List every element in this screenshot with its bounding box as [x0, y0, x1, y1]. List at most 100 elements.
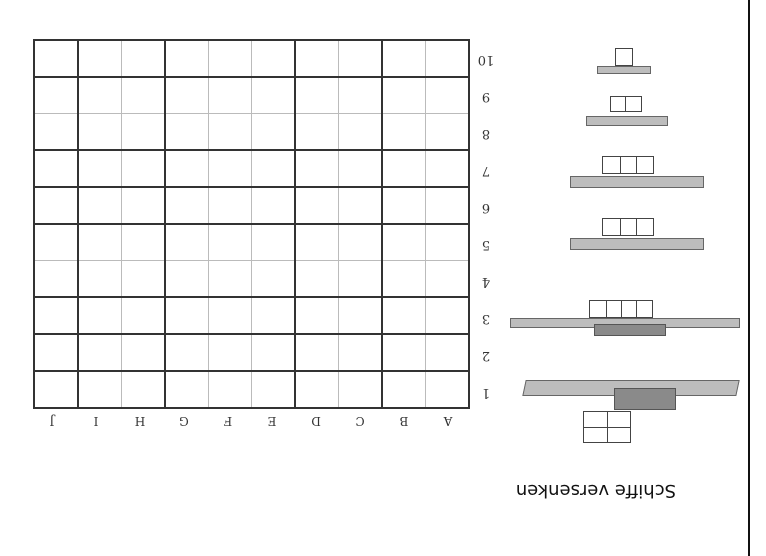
grid-cell-A4[interactable] [425, 260, 469, 297]
grid-cell-J2[interactable] [34, 334, 78, 371]
grid-cell-B3[interactable] [382, 297, 426, 334]
grid-cell-A2[interactable] [425, 334, 469, 371]
grid-cell-E7[interactable] [251, 150, 295, 187]
grid-cell-H4[interactable] [121, 260, 165, 297]
grid-cell-A10[interactable] [425, 40, 469, 77]
grid-cell-E9[interactable] [251, 77, 295, 114]
grid-cell-J7[interactable] [34, 150, 78, 187]
grid-cell-C1[interactable] [338, 371, 382, 408]
grid-cell-G1[interactable] [165, 371, 209, 408]
grid-cell-G6[interactable] [165, 187, 209, 224]
grid-cell-C3[interactable] [338, 297, 382, 334]
grid-cell-E4[interactable] [251, 260, 295, 297]
grid-cell-G8[interactable] [165, 113, 209, 150]
grid-cell-H9[interactable] [121, 77, 165, 114]
grid-cell-J9[interactable] [34, 77, 78, 114]
grid-cell-D10[interactable] [295, 40, 339, 77]
grid-cell-E1[interactable] [251, 371, 295, 408]
grid-cell-E2[interactable] [251, 334, 295, 371]
grid-cell-B6[interactable] [382, 187, 426, 224]
grid-cell-D6[interactable] [295, 187, 339, 224]
grid-cell-F3[interactable] [208, 297, 252, 334]
grid-cell-A7[interactable] [425, 150, 469, 187]
grid-cell-H5[interactable] [121, 224, 165, 261]
grid-cell-I4[interactable] [78, 260, 122, 297]
grid-cell-I5[interactable] [78, 224, 122, 261]
grid-cell-A5[interactable] [425, 224, 469, 261]
grid-cell-A1[interactable] [425, 371, 469, 408]
grid-cell-G2[interactable] [165, 334, 209, 371]
grid-cell-F6[interactable] [208, 187, 252, 224]
grid-cell-D1[interactable] [295, 371, 339, 408]
grid-cell-B4[interactable] [382, 260, 426, 297]
grid-cell-H10[interactable] [121, 40, 165, 77]
grid-cell-F9[interactable] [208, 77, 252, 114]
grid-cell-D8[interactable] [295, 113, 339, 150]
grid-cell-A3[interactable] [425, 297, 469, 334]
grid-cell-F8[interactable] [208, 113, 252, 150]
grid-cell-D9[interactable] [295, 77, 339, 114]
grid-cell-C2[interactable] [338, 334, 382, 371]
grid-cell-I2[interactable] [78, 334, 122, 371]
grid-cell-J6[interactable] [34, 187, 78, 224]
grid-cell-F1[interactable] [208, 371, 252, 408]
grid-cell-D5[interactable] [295, 224, 339, 261]
grid-cell-F7[interactable] [208, 150, 252, 187]
grid-cell-B2[interactable] [382, 334, 426, 371]
grid-cell-E8[interactable] [251, 113, 295, 150]
grid-cell-A9[interactable] [425, 77, 469, 114]
grid-cell-C10[interactable] [338, 40, 382, 77]
grid-cell-B9[interactable] [382, 77, 426, 114]
grid-cell-C6[interactable] [338, 187, 382, 224]
grid-cell-J8[interactable] [34, 113, 78, 150]
grid-cell-J3[interactable] [34, 297, 78, 334]
grid-cell-J1[interactable] [34, 371, 78, 408]
grid-cell-D7[interactable] [295, 150, 339, 187]
grid-cell-I7[interactable] [78, 150, 122, 187]
grid-cell-A8[interactable] [425, 113, 469, 150]
grid-cell-I8[interactable] [78, 113, 122, 150]
grid-cell-B10[interactable] [382, 40, 426, 77]
grid-cell-B7[interactable] [382, 150, 426, 187]
grid-cell-G3[interactable] [165, 297, 209, 334]
grid-cell-C7[interactable] [338, 150, 382, 187]
grid-cell-H2[interactable] [121, 334, 165, 371]
grid-cell-F10[interactable] [208, 40, 252, 77]
grid-cell-H6[interactable] [121, 187, 165, 224]
grid-cell-B5[interactable] [382, 224, 426, 261]
grid-cell-E10[interactable] [251, 40, 295, 77]
grid-cell-E3[interactable] [251, 297, 295, 334]
grid-cell-J10[interactable] [34, 40, 78, 77]
grid-cell-I9[interactable] [78, 77, 122, 114]
grid-cell-C9[interactable] [338, 77, 382, 114]
grid-cell-A6[interactable] [425, 187, 469, 224]
grid-cell-F2[interactable] [208, 334, 252, 371]
grid-cell-D3[interactable] [295, 297, 339, 334]
grid-cell-H1[interactable] [121, 371, 165, 408]
grid-cell-C4[interactable] [338, 260, 382, 297]
grid-cell-B8[interactable] [382, 113, 426, 150]
grid-cell-E5[interactable] [251, 224, 295, 261]
grid-cell-I1[interactable] [78, 371, 122, 408]
grid-cell-J4[interactable] [34, 260, 78, 297]
grid-cell-D4[interactable] [295, 260, 339, 297]
grid-cell-H3[interactable] [121, 297, 165, 334]
grid-cell-I6[interactable] [78, 187, 122, 224]
grid-cell-H8[interactable] [121, 113, 165, 150]
grid-cell-F5[interactable] [208, 224, 252, 261]
grid-cell-J5[interactable] [34, 224, 78, 261]
grid-cell-B1[interactable] [382, 371, 426, 408]
grid-cell-I3[interactable] [78, 297, 122, 334]
grid-cell-G9[interactable] [165, 77, 209, 114]
grid-cell-G4[interactable] [165, 260, 209, 297]
grid-cell-H7[interactable] [121, 150, 165, 187]
grid-cell-E6[interactable] [251, 187, 295, 224]
grid-cell-G7[interactable] [165, 150, 209, 187]
grid-cell-C8[interactable] [338, 113, 382, 150]
grid-cell-C5[interactable] [338, 224, 382, 261]
grid-cell-F4[interactable] [208, 260, 252, 297]
grid-cell-G5[interactable] [165, 224, 209, 261]
grid-cell-D2[interactable] [295, 334, 339, 371]
grid-cell-G10[interactable] [165, 40, 209, 77]
grid-cell-I10[interactable] [78, 40, 122, 77]
